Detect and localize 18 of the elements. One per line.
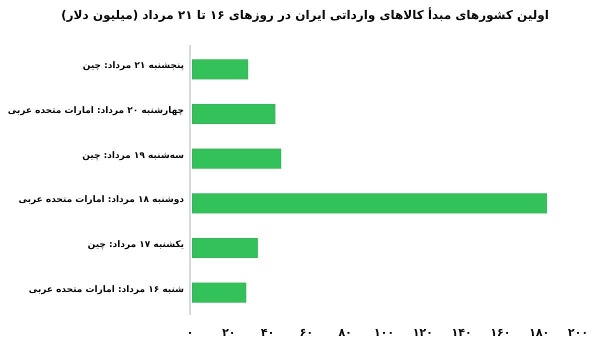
x-tick-label: ۱۸۰ xyxy=(529,326,550,339)
x-tick-label: ۱۴۰ xyxy=(452,326,472,339)
y-tick-label: سه‌شنبه ۱۹ مرداد: چین xyxy=(82,150,184,161)
x-tick-label: ۱۰۰ xyxy=(374,326,394,339)
x-tick-label: ۶۰ xyxy=(300,326,314,339)
x-tick-label: ۸۰ xyxy=(338,326,352,339)
x-tick-label: ۴۰ xyxy=(260,326,274,339)
x-tick-label: ۲۰ xyxy=(222,326,236,339)
x-tick-label: ۲۰۰ xyxy=(568,326,588,339)
x-tick-label: ۰ xyxy=(186,326,194,339)
y-tick-label: شنبه ۱۶ مرداد: امارات متحده عربی xyxy=(28,284,184,295)
y-tick-label: چهارشنبه ۲۰ مرداد: امارات متحده عربی xyxy=(8,106,184,116)
y-tick-label: پنجشنبه ۲۱ مرداد: چین xyxy=(82,61,184,72)
chart-title: اولین کشورهای مبدأ کالاهای وارداتی ایران در روزهای ۱۶ تا ۲۱ مرداد (میلیون دلار) xyxy=(60,8,550,22)
x-tick-label: ۱۶۰ xyxy=(490,326,510,339)
x-tick-label: ۱۲۰ xyxy=(412,326,433,339)
y-tick-label: دوشنبه ۱۸ مرداد: امارات متحده عربی xyxy=(18,195,184,206)
y-tick-label: یکشنبه ۱۷ مرداد: چین xyxy=(88,240,184,250)
